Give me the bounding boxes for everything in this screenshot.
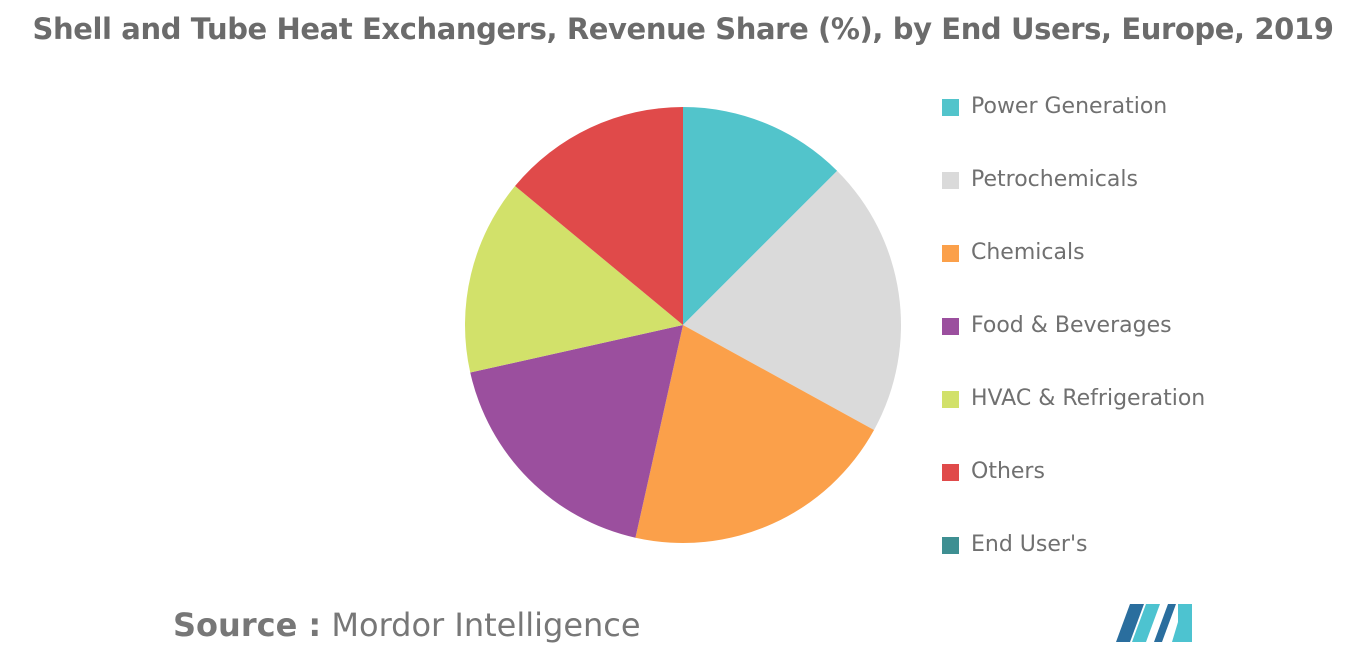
source-note: Source : Mordor Intelligence [173,606,641,644]
pie-slice-5 [515,106,683,325]
legend-swatch [942,391,959,408]
pie-slice-0 [683,107,838,325]
legend-item-6: End User's [942,530,1342,603]
chart-title: Shell and Tube Heat Exchangers, Revenue … [32,12,1334,46]
legend-item-3: Food & Beverages [942,311,1342,384]
legend-swatch [942,99,959,116]
pie-slice-3 [470,325,683,538]
legend-label: Others [971,459,1045,484]
legend-item-0: Power Generation [942,92,1342,165]
legend-label: Petrochemicals [971,167,1138,192]
pie-slice-2 [635,325,875,543]
legend-swatch [942,245,959,262]
source-text: Mordor Intelligence [331,606,641,644]
chart-legend: Power Generation Petrochemicals Chemicals F… [942,92,1342,603]
legend-swatch [942,172,959,189]
legend-swatch [942,318,959,335]
legend-label: HVAC & Refrigeration [971,386,1206,411]
legend-item-1: Petrochemicals [942,165,1342,238]
legend-swatch [942,537,959,554]
source-label: Source : [173,606,322,644]
legend-label: Chemicals [971,240,1085,265]
pie-slice-1 [683,170,901,431]
legend-label: End User's [971,532,1088,557]
legend-swatch [942,464,959,481]
legend-label: Food & Beverages [971,313,1172,338]
legend-item-5: Others [942,457,1342,530]
legend-label: Power Generation [971,94,1168,119]
legend-item-2: Chemicals [942,238,1342,311]
legend-item-4: HVAC & Refrigeration [942,384,1342,457]
pie-slice-4 [464,186,683,373]
mordor-intelligence-logo-icon [1116,604,1192,642]
